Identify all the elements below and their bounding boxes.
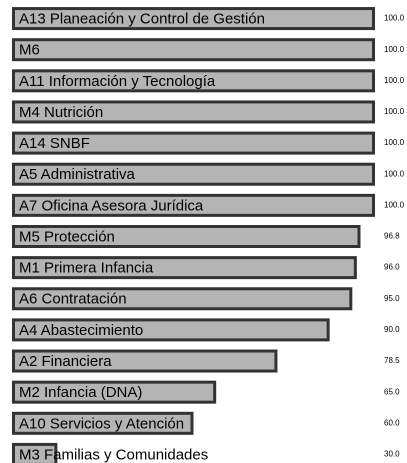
bar (12, 287, 353, 311)
category-label: A6 Contratación (19, 291, 127, 308)
bar (12, 69, 375, 93)
bar (12, 100, 375, 124)
bar (12, 225, 361, 248)
bar (12, 193, 375, 217)
value-label: 100.0 (384, 200, 405, 209)
value-label: 60.0 (384, 418, 400, 427)
value-label: 100.0 (384, 107, 405, 116)
value-label: 90.0 (384, 325, 400, 334)
bar (12, 380, 217, 404)
value-label: 100.0 (384, 45, 405, 54)
bar (12, 256, 357, 280)
category-label: A10 Servicios y Atención (19, 415, 184, 432)
bar (12, 318, 330, 342)
bar (12, 7, 375, 31)
value-label: 96.0 (384, 263, 400, 272)
value-label: 100.0 (384, 169, 405, 178)
category-label: A2 Financiera (19, 353, 112, 370)
category-label: M5 Protección (19, 228, 115, 245)
bar (12, 131, 375, 155)
category-label: A7 Oficina Asesora Jurídica (19, 197, 204, 214)
category-label: A13 Planeación y Control de Gestión (19, 11, 265, 28)
category-label: M3 Familias y Comunidades (19, 446, 208, 463)
category-label: A5 Administrativa (19, 166, 136, 183)
category-label: A14 SNBF (19, 135, 90, 152)
bar (12, 411, 194, 435)
value-label: 65.0 (384, 387, 400, 396)
bar (12, 442, 58, 463)
value-label: 100.0 (384, 14, 405, 23)
category-label: A4 Abastecimiento (19, 322, 143, 339)
value-label: 95.0 (384, 294, 400, 303)
value-label: 100.0 (384, 76, 405, 85)
bar (12, 162, 375, 186)
category-label: M6 (19, 42, 40, 59)
bar (12, 349, 278, 373)
bar (12, 38, 375, 62)
category-label: M4 Nutrición (19, 104, 103, 121)
value-label: 78.5 (384, 356, 400, 365)
value-label: 100.0 (384, 138, 405, 147)
value-label: 30.0 (384, 450, 400, 459)
category-label: A11 Información y Tecnología (19, 73, 216, 90)
category-label: M2 Infancia (DNA) (19, 384, 142, 401)
value-label: 96.8 (384, 232, 400, 241)
category-label: M1 Primera Infancia (19, 260, 154, 277)
